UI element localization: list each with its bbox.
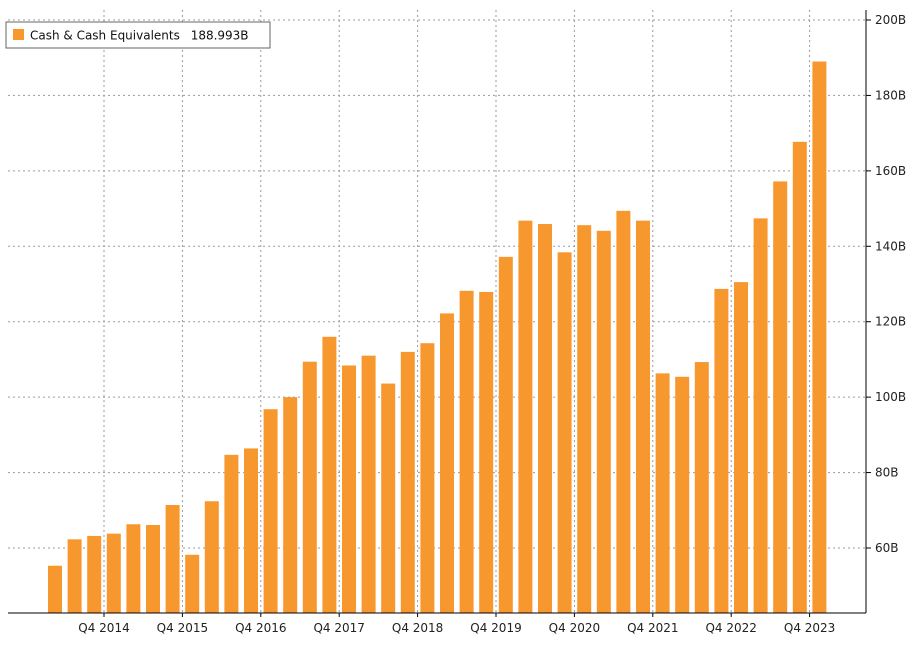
bar xyxy=(224,454,239,613)
y-tick-label: 100B xyxy=(875,390,906,404)
x-tick-label: Q4 2022 xyxy=(705,621,756,635)
bar xyxy=(244,448,258,613)
y-tick-label: 120B xyxy=(875,315,906,329)
x-tick-label: Q4 2021 xyxy=(627,621,678,635)
bar xyxy=(459,290,474,613)
x-tick-label: Q4 2014 xyxy=(78,621,129,635)
bar xyxy=(734,282,748,613)
bar xyxy=(420,343,435,613)
axis-layer: 60B 80B 100B 120B 140B 160B 180B 200B Q4 2014 Q4 … xyxy=(8,10,906,635)
bar xyxy=(302,361,317,613)
bar xyxy=(361,355,376,613)
x-tick-label: Q4 2023 xyxy=(784,621,835,635)
legend-box xyxy=(5,21,271,49)
x-tick-label: Q4 2016 xyxy=(235,621,286,635)
svg-text:Cash & Cash Equivalents: Cash & Cash Equivalents 188.993B xyxy=(30,29,249,43)
bar-layer xyxy=(48,61,827,614)
legend: Cash & Cash Equivalents 188.993B xyxy=(5,21,271,49)
bar xyxy=(753,218,768,613)
bar xyxy=(67,539,82,613)
bar xyxy=(792,141,807,613)
y-tick-label: 60B xyxy=(875,541,899,555)
bar xyxy=(538,224,552,613)
bar xyxy=(342,365,356,613)
bar xyxy=(381,383,396,613)
bar xyxy=(812,61,827,613)
bar xyxy=(773,181,788,614)
bar xyxy=(204,501,219,613)
bar xyxy=(714,288,729,613)
bar xyxy=(636,220,650,613)
x-tick-label: Q4 2018 xyxy=(392,621,443,635)
legend-label: Cash & Cash Equivalents xyxy=(30,29,180,43)
legend-value: 188.993B xyxy=(191,29,249,43)
y-tick-label: 160B xyxy=(875,164,906,178)
bar xyxy=(479,291,494,613)
bar xyxy=(440,313,454,613)
bar xyxy=(596,230,611,613)
bar xyxy=(48,565,62,613)
bar xyxy=(498,256,513,613)
x-tick-label: Q4 2015 xyxy=(157,621,208,635)
x-tick-label: Q4 2017 xyxy=(313,621,364,635)
bar xyxy=(185,554,200,613)
bar xyxy=(616,210,631,613)
bar xyxy=(557,252,572,613)
bar xyxy=(165,505,180,613)
bar xyxy=(263,409,278,613)
x-tick-label: Q4 2019 xyxy=(470,621,521,635)
bar xyxy=(518,220,533,613)
y-tick-label: 200B xyxy=(875,13,906,27)
bar xyxy=(283,397,298,613)
bar xyxy=(694,362,709,613)
bar xyxy=(87,535,102,613)
x-tick-label: Q4 2020 xyxy=(549,621,600,635)
bar xyxy=(655,373,670,613)
bar xyxy=(400,351,415,613)
y-tick-label: 180B xyxy=(875,88,906,102)
bar xyxy=(126,524,141,613)
bar xyxy=(146,524,160,613)
y-tick-label: 140B xyxy=(875,239,906,253)
bar xyxy=(106,533,121,613)
bar xyxy=(322,336,337,613)
bar xyxy=(675,376,690,613)
legend-swatch xyxy=(13,29,24,40)
bar xyxy=(577,225,592,614)
y-tick-label: 80B xyxy=(875,466,899,480)
